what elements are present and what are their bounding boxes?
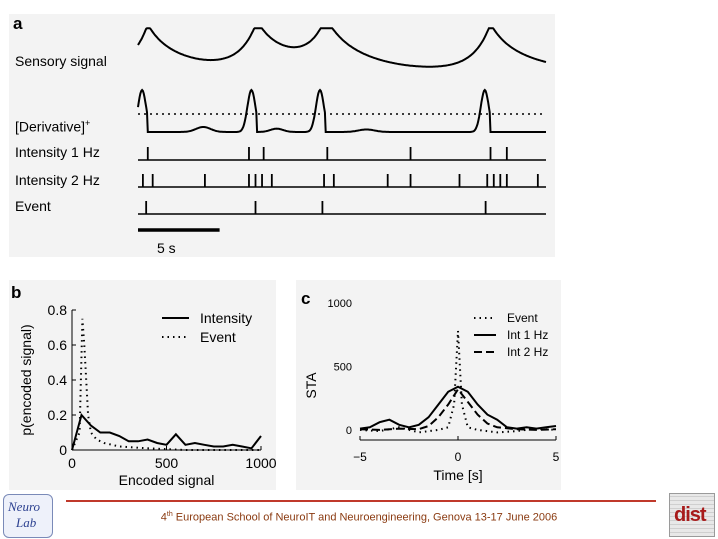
y-tick-label: 0.4 <box>48 372 68 388</box>
legend-label: Int 2 Hz <box>507 345 548 359</box>
x-axis-label: Encoded signal <box>119 472 215 488</box>
panel-b: b 0 0.2 0.4 0.6 0.8 0 500 1000 Encoded signal p(e… <box>9 280 277 490</box>
x-tick-label: 5 <box>553 450 560 464</box>
neurolab-logo-top: Neuro <box>8 499 41 514</box>
x-tick-label: 500 <box>155 455 179 471</box>
scalebar-label: 5 s <box>157 240 176 256</box>
y-tick-label: 0.2 <box>48 407 68 423</box>
legend-label: Intensity <box>200 310 252 326</box>
panel-b-plot: 0 0.2 0.4 0.6 0.8 0 500 1000 Encoded signal p(enc… <box>18 302 277 488</box>
y-axis-label: STA <box>303 372 319 399</box>
x-tick-label: 1000 <box>245 455 276 471</box>
panel-a-plot <box>137 27 547 232</box>
neurolab-logo-bottom: Lab <box>16 515 37 530</box>
legend-label: Event <box>200 329 236 345</box>
row-label-derivative: [Derivative]+ <box>15 118 91 135</box>
y-tick-label: 500 <box>334 361 352 373</box>
dist-logo-text: dist <box>674 504 707 526</box>
row-label-sensory: Sensory signal <box>15 53 107 69</box>
series-line-intensity <box>71 412 262 451</box>
legend-label: Event <box>507 311 538 325</box>
y-axis-label: p(encoded signal) <box>18 324 34 435</box>
panel-a-letter: a <box>13 14 23 33</box>
y-tick-label: 0.8 <box>48 302 68 318</box>
series-line-event <box>359 330 557 434</box>
x-axis-label: Time [s] <box>433 467 482 483</box>
series-line-int-2-hz <box>359 387 557 431</box>
neurolab-logo: Neuro Lab <box>3 494 53 538</box>
legend-label: Int 1 Hz <box>507 328 548 342</box>
panel-b-letter: b <box>11 283 22 302</box>
x-tick-label: −5 <box>353 450 367 464</box>
row-label-int2: Intensity 2 Hz <box>15 172 100 188</box>
x-tick-label: 0 <box>455 450 462 464</box>
y-tick-label: 1000 <box>328 298 352 310</box>
panel-c: c 0 500 1000 −5 0 5 Time [s] STA Event Int 1 Hz In… <box>296 280 561 490</box>
panel-c-plot: 0 500 1000 −5 0 5 Time [s] STA Event Int 1 Hz Int … <box>303 298 560 483</box>
panel-c-letter: c <box>301 289 311 308</box>
y-tick-label: 0 <box>59 442 67 458</box>
panel-a: a Sensory signal [Derivative]+ Intensity… <box>9 14 555 257</box>
dist-logo: dist <box>669 493 715 537</box>
row-label-int1: Intensity 1 Hz <box>15 144 100 160</box>
series-line-int-1-hz <box>359 385 557 430</box>
row-label-derivative-sup: + <box>85 118 91 128</box>
row-label-event: Event <box>15 198 51 214</box>
sensory-signal-line <box>137 27 547 68</box>
y-tick-label: 0 <box>346 425 352 437</box>
x-tick-label: 0 <box>68 455 76 471</box>
derivative-line <box>137 88 546 133</box>
footer-text: 4th European School of NeuroIT and Neuro… <box>160 511 558 524</box>
footer-divider <box>66 500 656 502</box>
y-tick-label: 0.6 <box>48 337 68 353</box>
